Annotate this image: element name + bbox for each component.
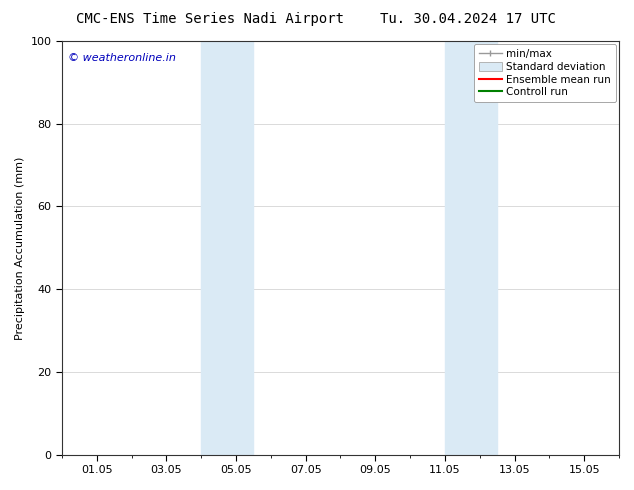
Text: Tu. 30.04.2024 17 UTC: Tu. 30.04.2024 17 UTC [380, 12, 556, 26]
Y-axis label: Precipitation Accumulation (mm): Precipitation Accumulation (mm) [15, 156, 25, 340]
Text: CMC-ENS Time Series Nadi Airport: CMC-ENS Time Series Nadi Airport [76, 12, 344, 26]
Text: © weatheronline.in: © weatheronline.in [68, 53, 176, 64]
Bar [445, 41, 497, 455]
Legend: min/max, Standard deviation, Ensemble mean run, Controll run: min/max, Standard deviation, Ensemble me… [474, 44, 616, 102]
Bar [201, 41, 254, 455]
